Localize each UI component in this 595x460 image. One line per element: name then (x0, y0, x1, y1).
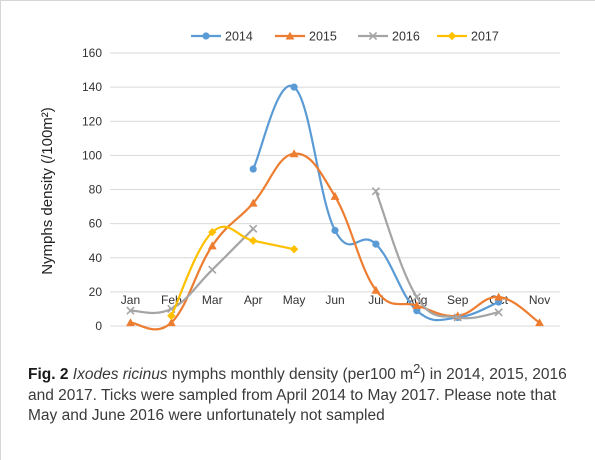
data-point (289, 245, 299, 254)
series-group (126, 83, 544, 331)
data-point (412, 292, 421, 302)
legend-label: 2015 (309, 30, 337, 44)
gridlines (110, 52, 560, 327)
x-axis-ticks: JanFebMarAprMayJunJulAugSepOctNov (121, 293, 550, 307)
legend-label: 2016 (392, 30, 420, 44)
y-tick-label: 100 (82, 148, 102, 162)
data-point (535, 318, 544, 327)
legend-item-2017: 2017 (437, 30, 499, 44)
data-point (248, 236, 258, 245)
legend-marker (368, 31, 378, 41)
data-point (208, 265, 217, 274)
data-point (330, 191, 340, 200)
x-tick-label: Apr (244, 293, 263, 307)
y-tick-label: 140 (82, 80, 102, 94)
y-tick-label: 80 (89, 183, 103, 197)
data-point (207, 241, 217, 250)
caption-text-end: ) in 2014, 2015, 2016 and 2017. Ticks we… (28, 366, 567, 425)
legend-item-2014: 2014 (191, 30, 253, 44)
x-tick-label: Jul (368, 293, 383, 307)
legend-label: 2017 (471, 30, 499, 44)
data-point (372, 240, 380, 248)
legend-label: 2014 (225, 30, 253, 44)
legend-marker (285, 31, 295, 40)
y-tick-label: 120 (82, 114, 102, 128)
data-point (248, 198, 258, 207)
x-tick-label: Nov (529, 293, 550, 307)
series-line (130, 227, 254, 315)
data-point (126, 318, 135, 327)
x-tick-label: Jun (325, 293, 344, 307)
x-tick-label: Mar (202, 293, 223, 307)
y-tick-label: 160 (82, 46, 102, 60)
series-2014 (249, 83, 503, 322)
y-axis-label: Nymphs density (/100m²) (39, 107, 56, 275)
data-point (494, 308, 503, 317)
series-2017 (167, 225, 299, 320)
data-point (494, 292, 504, 301)
y-tick-label: 40 (89, 251, 103, 265)
data-point (166, 318, 176, 327)
x-tick-label: Sep (447, 293, 469, 307)
figure-label: Fig. 2 (28, 366, 69, 384)
y-tick-label: 20 (89, 285, 103, 299)
legend-marker (202, 32, 210, 40)
legend: 2014 2015 2016 2017 (191, 30, 499, 44)
data-point (126, 306, 135, 315)
data-point (331, 226, 339, 235)
species-name: Ixodes ricinus (72, 366, 168, 384)
figure-caption: Fig. 2 Ixodes ricinus nymphs monthly den… (28, 359, 578, 427)
legend-marker (447, 31, 457, 41)
data-point (249, 224, 258, 233)
data-point (249, 165, 257, 173)
legend-item-2015: 2015 (275, 30, 337, 44)
legend-item-2016: 2016 (358, 30, 420, 44)
data-point (371, 285, 381, 294)
data-point (412, 301, 422, 310)
line-chart: 2014 2015 2016 2017 0 20 40 60 80 100 120 140 160 J… (39, 30, 560, 333)
caption-superscript: 2 (413, 361, 421, 376)
series-line (170, 225, 295, 317)
caption-text-start: nymphs monthly density (per100 m (167, 366, 414, 384)
x-tick-label: May (283, 293, 306, 307)
y-tick-label: 60 (89, 217, 103, 231)
y-tick-label: 0 (95, 319, 102, 333)
data-point (208, 227, 217, 237)
series-2016 (126, 187, 503, 322)
data-point (453, 313, 462, 322)
y-axis-ticks: 0 20 40 60 80 100 120 140 160 (82, 46, 102, 333)
data-point (289, 149, 299, 158)
data-point (167, 311, 176, 320)
x-tick-label: Jan (121, 293, 140, 307)
data-point (371, 187, 381, 196)
series-line (374, 190, 499, 320)
data-point (290, 83, 298, 91)
